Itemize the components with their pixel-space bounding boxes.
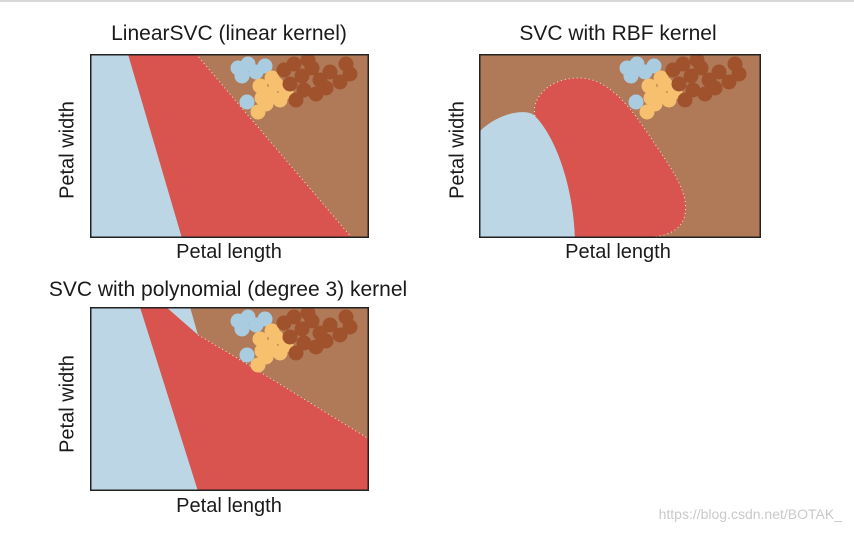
x-axis-label: Petal length — [565, 241, 671, 263]
data-point — [628, 94, 644, 110]
y-axis-label: Petal width — [56, 101, 79, 199]
plot-area-linear — [90, 54, 369, 238]
chart-title: SVC with polynomial (degree 3) kernel — [48, 278, 408, 301]
data-point — [250, 104, 266, 120]
data-point — [286, 56, 302, 72]
region-class-0 — [479, 112, 575, 238]
region-class-1 — [140, 307, 369, 491]
data-point — [252, 331, 268, 347]
x-axis-label: Petal length — [176, 495, 282, 517]
data-point — [296, 335, 312, 351]
plot-frame — [479, 54, 761, 238]
region-class-0 — [90, 54, 182, 238]
plot-area-rbf — [479, 54, 761, 238]
data-point — [671, 76, 687, 92]
data-point — [254, 343, 270, 359]
data-point — [332, 74, 348, 90]
data-point — [639, 104, 655, 120]
data-point — [338, 309, 354, 325]
data-point — [252, 78, 268, 94]
region-class-0 — [90, 307, 198, 491]
data-point — [296, 82, 312, 98]
data-point — [675, 56, 691, 72]
data-point — [685, 82, 701, 98]
data-point — [318, 333, 334, 349]
data-point — [646, 58, 662, 74]
data-point — [689, 54, 705, 68]
data-point — [653, 70, 669, 86]
plot-frame — [90, 54, 369, 238]
data-point — [239, 94, 255, 110]
decision-boundary — [195, 54, 353, 238]
plot-area-poly — [90, 307, 369, 491]
data-point — [300, 54, 316, 68]
data-point — [338, 56, 354, 72]
data-point — [318, 80, 334, 96]
data-point — [300, 307, 316, 321]
data-point — [234, 68, 250, 84]
region-class-1 — [128, 54, 352, 238]
y-axis-label: Petal width — [56, 355, 79, 453]
data-point — [288, 345, 304, 361]
x-axis-label: Petal length — [176, 241, 282, 263]
data-point — [234, 321, 250, 337]
data-point — [282, 329, 298, 345]
chart-title: SVC with RBF kernel — [519, 22, 717, 45]
data-point — [288, 92, 304, 108]
data-point — [239, 347, 255, 363]
decision-boundary — [533, 77, 687, 238]
data-point — [264, 323, 280, 339]
data-point — [257, 58, 273, 74]
data-point — [254, 90, 270, 106]
plot-frame — [90, 307, 369, 491]
data-point — [332, 327, 348, 343]
region-class-1 — [534, 78, 686, 238]
data-point — [294, 68, 310, 84]
data-point — [721, 74, 737, 90]
watermark: https://blog.csdn.net/BOTAK_ — [658, 506, 842, 522]
decision-boundary — [197, 334, 369, 440]
data-point — [294, 321, 310, 337]
data-point — [264, 70, 280, 86]
data-point — [322, 64, 338, 80]
data-point — [683, 68, 699, 84]
data-point — [623, 68, 639, 84]
data-point — [322, 317, 338, 333]
y-axis-label: Petal width — [446, 101, 469, 199]
data-point — [643, 90, 659, 106]
data-point — [677, 92, 693, 108]
data-point — [641, 78, 657, 94]
chart-title: LinearSVC (linear kernel) — [111, 22, 347, 45]
data-point — [257, 311, 273, 327]
data-point — [250, 357, 266, 373]
data-point — [707, 80, 723, 96]
data-point — [727, 56, 743, 72]
data-point — [711, 64, 727, 80]
data-point — [286, 309, 302, 325]
top-divider — [0, 0, 854, 2]
data-point — [282, 76, 298, 92]
